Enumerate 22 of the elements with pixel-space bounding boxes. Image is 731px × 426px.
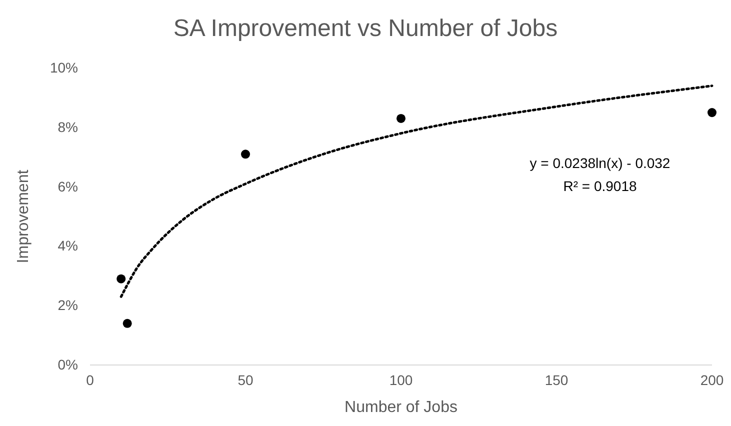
x-tick-label: 0 [86, 372, 94, 388]
annotation: R² = 0.9018 [563, 178, 637, 194]
point [122, 318, 132, 328]
y-tick-label: 10% [50, 59, 78, 76]
y-axis-title: Improvement [15, 169, 32, 264]
y-tick-label: 8% [58, 118, 78, 135]
x-tick-label: 200 [700, 372, 724, 388]
y-tick-label: 0% [58, 356, 78, 372]
x-tick-label: 100 [389, 372, 413, 388]
x-tick-label: 50 [238, 372, 254, 388]
x-axis-title: Number of Jobs [344, 399, 458, 416]
y-tick-label: 4% [58, 238, 78, 254]
chart-title: SA Improvement vs Number of Jobs [173, 15, 558, 42]
y-tick-label: 2% [58, 297, 78, 314]
x-tick-label: 150 [544, 372, 568, 388]
point [240, 150, 250, 159]
annotation: y = 0.0238ln(x) - 0.032 [530, 155, 670, 171]
y-tick-label: 6% [58, 178, 78, 194]
point [396, 114, 406, 123]
line-series [120, 84, 714, 298]
point [116, 274, 126, 284]
point [707, 108, 717, 118]
